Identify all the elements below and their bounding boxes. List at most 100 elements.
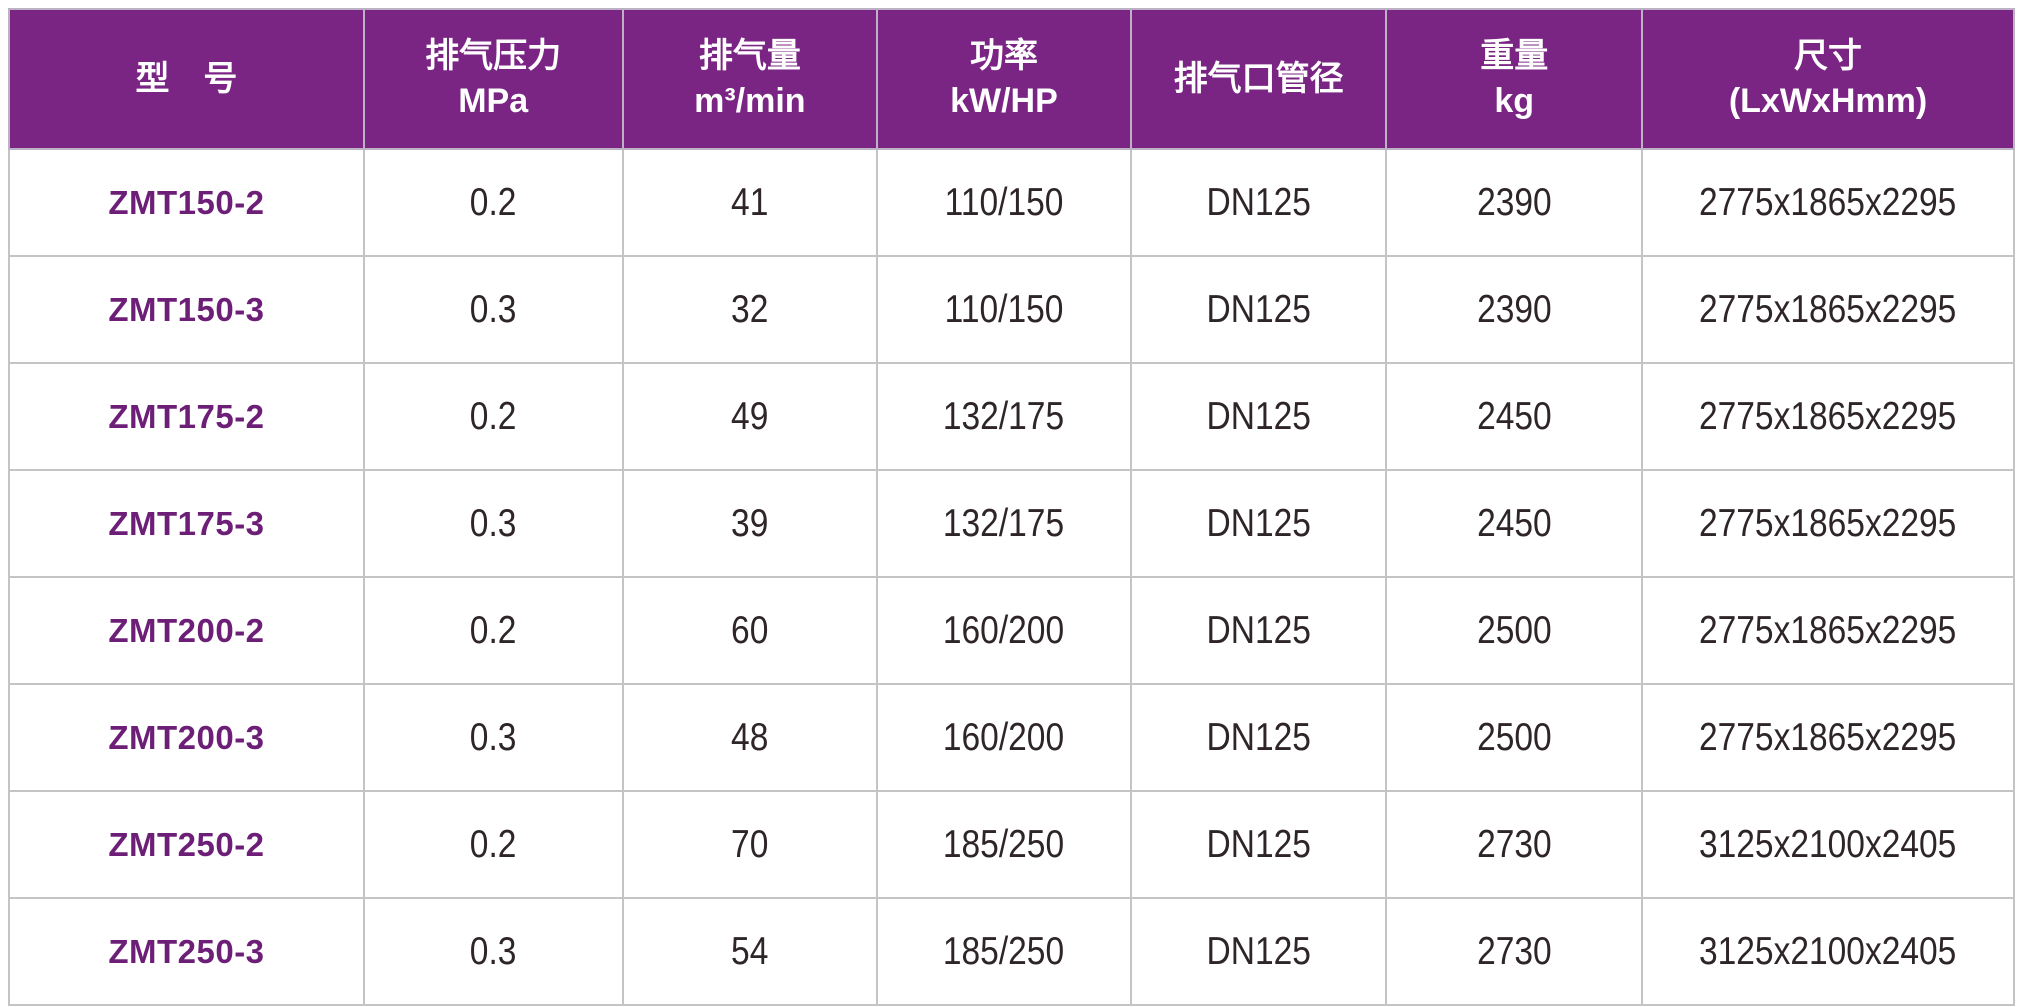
header-outlet-diameter-label: 排气口管径 (1173, 59, 1344, 98)
power-cell: 160/200 (876, 576, 1132, 685)
dimensions-cell: 2775x1865x2295 (1641, 683, 2015, 792)
cell-value: DN125 (1206, 501, 1311, 545)
pressure-cell: 0.2 (362, 362, 624, 471)
cell-value: 54 (731, 929, 769, 973)
cell-value: DN125 (1206, 287, 1311, 331)
cell-value: 132/175 (943, 501, 1065, 545)
cell-value: 2730 (1476, 822, 1552, 866)
power-cell: 132/175 (876, 469, 1132, 578)
cell-value: 185/250 (943, 929, 1065, 973)
pressure-cell: 0.3 (362, 683, 624, 792)
pressure-cell: 0.2 (362, 148, 624, 257)
cell-value: 39 (731, 501, 769, 545)
dimensions-cell: 2775x1865x2295 (1641, 362, 2015, 471)
power-cell: 110/150 (876, 255, 1132, 364)
outlet-diameter-cell: DN125 (1129, 148, 1388, 257)
outlet-diameter-cell: DN125 (1129, 469, 1388, 578)
power-cell: 185/250 (876, 897, 1132, 1006)
table-body: ZMT150-2 0.2 41 110/150 DN125 2390 2775x1865x2… (8, 148, 2015, 1006)
model-cell: ZMT175-2 (8, 362, 365, 471)
header-pressure-unit: MPa (458, 82, 529, 120)
cell-value: DN125 (1206, 180, 1311, 224)
model-value: ZMT250-3 (108, 932, 265, 970)
model-cell: ZMT175-3 (8, 469, 365, 578)
model-value: ZMT150-3 (108, 290, 265, 328)
cell-value: 0.3 (469, 287, 517, 331)
dimensions-cell: 3125x2100x2405 (1641, 790, 2015, 899)
table-row: ZMT250-2 0.2 70 185/250 DN125 2730 3125x2100x2… (8, 790, 2015, 899)
model-value: ZMT175-3 (108, 504, 265, 542)
model-value: ZMT200-3 (108, 718, 265, 756)
displacement-cell: 41 (621, 148, 879, 257)
header-dimensions-unit: (LxWxHmm) (1728, 82, 1928, 120)
model-cell: ZMT250-2 (8, 790, 365, 899)
cell-value: 110/150 (944, 287, 1064, 331)
cell-value: 3125x2100x2405 (1699, 929, 1957, 973)
cell-value: 0.3 (469, 715, 517, 759)
header-pressure-label: 排气压力 (425, 37, 562, 76)
cell-value: 2730 (1476, 929, 1552, 973)
cell-value: 160/200 (943, 608, 1065, 652)
cell-value: 70 (731, 822, 769, 866)
dimensions-cell: 3125x2100x2405 (1641, 897, 2015, 1006)
cell-value: 2390 (1476, 180, 1552, 224)
weight-cell: 2390 (1385, 148, 1644, 257)
table-row: ZMT150-3 0.3 32 110/150 DN125 2390 2775x1865x2… (8, 255, 2015, 364)
cell-value: 0.2 (469, 608, 517, 652)
weight-cell: 2500 (1385, 683, 1644, 792)
model-cell: ZMT150-2 (8, 148, 365, 257)
model-cell: ZMT150-3 (8, 255, 365, 364)
pressure-cell: 0.2 (362, 576, 624, 685)
displacement-cell: 39 (621, 469, 879, 578)
model-value: ZMT200-2 (108, 611, 265, 649)
power-cell: 110/150 (876, 148, 1132, 257)
outlet-diameter-cell: DN125 (1129, 362, 1388, 471)
cell-value: 0.3 (469, 501, 517, 545)
outlet-diameter-cell: DN125 (1129, 576, 1388, 685)
cell-value: 2500 (1476, 608, 1552, 652)
table-row: ZMT200-2 0.2 60 160/200 DN125 2500 2775x1865x2… (8, 576, 2015, 685)
cell-value: 132/175 (943, 394, 1065, 438)
cell-value: 32 (731, 287, 769, 331)
header-weight: 重量 kg (1385, 8, 1644, 150)
weight-cell: 2390 (1385, 255, 1644, 364)
cell-value: DN125 (1206, 929, 1311, 973)
pressure-cell: 0.3 (362, 255, 624, 364)
model-value: ZMT150-2 (108, 183, 265, 221)
dimensions-cell: 2775x1865x2295 (1641, 255, 2015, 364)
dimensions-cell: 2775x1865x2295 (1641, 148, 2015, 257)
cell-value: 2775x1865x2295 (1699, 287, 1957, 331)
header-weight-unit: kg (1494, 82, 1535, 120)
weight-cell: 2500 (1385, 576, 1644, 685)
cell-value: 2500 (1476, 715, 1552, 759)
dimensions-cell: 2775x1865x2295 (1641, 576, 2015, 685)
outlet-diameter-cell: DN125 (1129, 790, 1388, 899)
cell-value: 110/150 (944, 180, 1064, 224)
table-row: ZMT250-3 0.3 54 185/250 DN125 2730 3125x2100x2… (8, 897, 2015, 1006)
weight-cell: 2450 (1385, 362, 1644, 471)
table-header: 型 号 排气压力 MPa 排气量 m³/min 功率 kW/HP 排气口管径 重… (8, 8, 2015, 150)
header-row: 型 号 排气压力 MPa 排气量 m³/min 功率 kW/HP 排气口管径 重… (8, 8, 2015, 150)
pressure-cell: 0.3 (362, 897, 624, 1006)
cell-value: 185/250 (943, 822, 1065, 866)
header-outlet-diameter: 排气口管径 (1129, 8, 1388, 150)
table-row: ZMT175-2 0.2 49 132/175 DN125 2450 2775x1865x2… (8, 362, 2015, 471)
model-value: ZMT175-2 (108, 397, 265, 435)
cell-value: DN125 (1206, 715, 1311, 759)
displacement-cell: 32 (621, 255, 879, 364)
table-row: ZMT150-2 0.2 41 110/150 DN125 2390 2775x1865x2… (8, 148, 2015, 257)
cell-value: 2775x1865x2295 (1699, 180, 1957, 224)
header-model: 型 号 (8, 8, 365, 150)
cell-value: 2775x1865x2295 (1699, 394, 1957, 438)
header-displacement-unit: m³/min (694, 82, 806, 120)
cell-value: 3125x2100x2405 (1699, 822, 1957, 866)
header-dimensions-label: 尺寸 (1794, 37, 1862, 76)
header-weight-label: 重量 (1480, 37, 1549, 76)
power-cell: 160/200 (876, 683, 1132, 792)
cell-value: DN125 (1206, 822, 1311, 866)
header-power: 功率 kW/HP (876, 8, 1132, 150)
pressure-cell: 0.2 (362, 790, 624, 899)
power-cell: 185/250 (876, 790, 1132, 899)
dimensions-cell: 2775x1865x2295 (1641, 469, 2015, 578)
cell-value: 0.2 (469, 394, 517, 438)
